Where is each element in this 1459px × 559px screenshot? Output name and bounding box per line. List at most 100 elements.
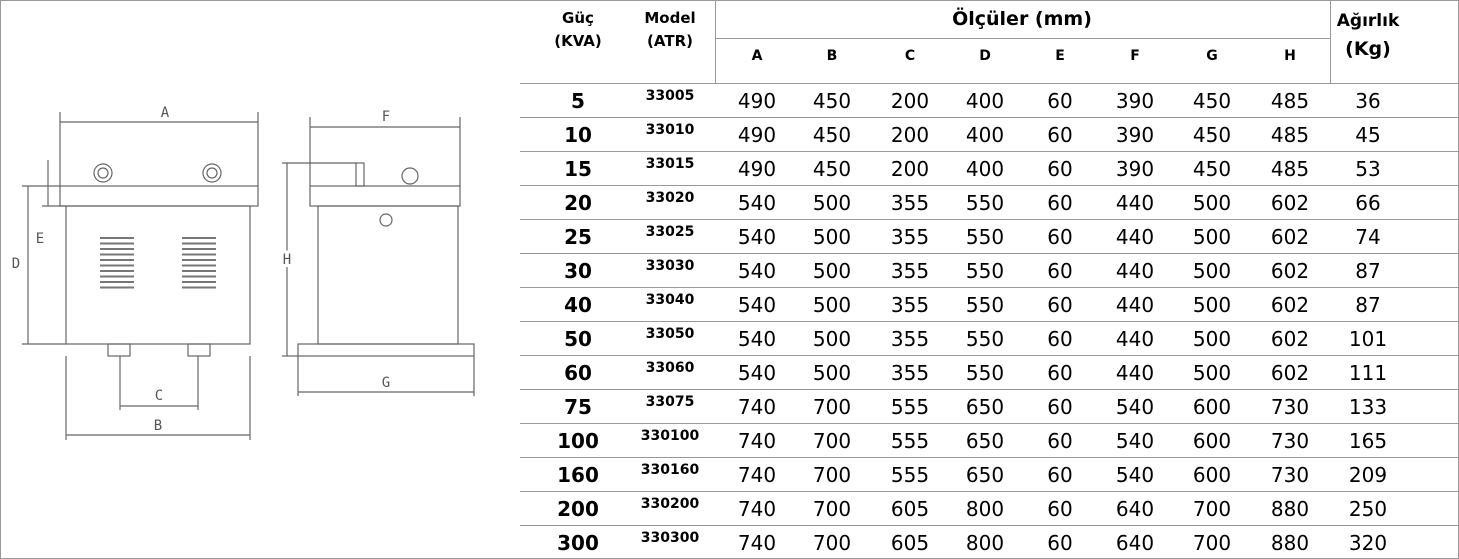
model-cell: 33040 — [645, 292, 695, 308]
model-cell: 33050 — [645, 326, 695, 342]
sub-header: E — [1055, 48, 1065, 64]
model-cell: 330300 — [640, 530, 700, 546]
value-cell: 500 — [812, 259, 852, 283]
value-cell: 500 — [1192, 327, 1232, 351]
value-cell: 602 — [1270, 361, 1310, 385]
value-cell: 450 — [812, 123, 852, 147]
sub-header: A — [751, 48, 763, 64]
value-cell: 700 — [812, 395, 852, 419]
value-cell: 555 — [890, 463, 930, 487]
value-cell: 400 — [965, 123, 1005, 147]
value-cell: 640 — [1115, 497, 1155, 521]
value-cell: 700 — [812, 497, 852, 521]
header: Ağırlık — [1336, 11, 1400, 31]
value-cell: 500 — [1192, 191, 1232, 215]
value-cell: 87 — [1355, 259, 1381, 283]
model-cell: 33020 — [645, 190, 695, 206]
value-cell: 45 — [1355, 123, 1381, 147]
value-cell: 485 — [1270, 123, 1310, 147]
value-cell: 165 — [1348, 429, 1388, 453]
rule — [520, 253, 1459, 254]
sub-header: D — [979, 48, 991, 64]
model-cell: 33060 — [645, 360, 695, 376]
value-cell: 440 — [1115, 225, 1155, 249]
value-cell: 602 — [1270, 293, 1310, 317]
value-cell: 500 — [812, 293, 852, 317]
value-cell: 87 — [1355, 293, 1381, 317]
value-cell: 550 — [965, 225, 1005, 249]
header: (ATR) — [647, 32, 693, 50]
value-cell: 555 — [890, 395, 930, 419]
model-cell: 330200 — [640, 496, 700, 512]
rule — [715, 38, 1330, 39]
power-cell: 75 — [564, 395, 592, 419]
value-cell: 355 — [890, 327, 930, 351]
value-cell: 60 — [1047, 497, 1073, 521]
value-cell: 390 — [1115, 157, 1155, 181]
value-cell: 440 — [1115, 293, 1155, 317]
value-cell: 550 — [965, 361, 1005, 385]
power-cell: 10 — [564, 123, 592, 147]
value-cell: 36 — [1355, 89, 1381, 113]
value-cell: 600 — [1192, 395, 1232, 419]
value-cell: 800 — [965, 531, 1005, 555]
value-cell: 540 — [737, 327, 777, 351]
side-view — [282, 117, 475, 396]
value-cell: 550 — [965, 259, 1005, 283]
dim-label: G — [382, 375, 390, 391]
model-cell: 33025 — [645, 224, 695, 240]
value-cell: 500 — [812, 327, 852, 351]
value-cell: 605 — [890, 497, 930, 521]
value-cell: 602 — [1270, 327, 1310, 351]
value-cell: 200 — [890, 89, 930, 113]
dim-label: C — [155, 388, 163, 404]
dim-label: A — [161, 105, 170, 121]
rule — [520, 457, 1459, 458]
value-cell: 355 — [890, 225, 930, 249]
value-cell: 500 — [812, 361, 852, 385]
value-cell: 390 — [1115, 123, 1155, 147]
value-cell: 740 — [737, 531, 777, 555]
value-cell: 602 — [1270, 191, 1310, 215]
value-cell: 450 — [1192, 157, 1232, 181]
power-cell: 30 — [564, 259, 592, 283]
rule — [520, 151, 1459, 152]
rule — [520, 287, 1459, 288]
model-cell: 33030 — [645, 258, 695, 274]
power-cell: 60 — [564, 361, 592, 385]
value-cell: 66 — [1355, 191, 1381, 215]
value-cell: 60 — [1047, 463, 1073, 487]
rule — [520, 219, 1459, 220]
value-cell: 540 — [1115, 429, 1155, 453]
value-cell: 500 — [812, 191, 852, 215]
value-cell: 200 — [890, 157, 930, 181]
value-cell: 133 — [1348, 395, 1388, 419]
value-cell: 540 — [737, 225, 777, 249]
value-cell: 320 — [1348, 531, 1388, 555]
value-cell: 740 — [737, 463, 777, 487]
value-cell: 650 — [965, 429, 1005, 453]
value-cell: 550 — [965, 327, 1005, 351]
value-cell: 485 — [1270, 157, 1310, 181]
value-cell: 400 — [965, 89, 1005, 113]
value-cell: 605 — [890, 531, 930, 555]
front-view — [22, 112, 259, 440]
value-cell: 602 — [1270, 259, 1310, 283]
value-cell: 550 — [965, 293, 1005, 317]
value-cell: 450 — [1192, 123, 1232, 147]
header: (KVA) — [554, 32, 602, 50]
model-cell: 33075 — [645, 394, 695, 410]
power-cell: 50 — [564, 327, 592, 351]
value-cell: 53 — [1355, 157, 1381, 181]
rule — [520, 185, 1459, 186]
power-cell: 160 — [557, 463, 599, 487]
rule — [520, 355, 1459, 356]
value-cell: 500 — [1192, 259, 1232, 283]
value-cell: 540 — [737, 259, 777, 283]
sub-header: C — [904, 48, 916, 64]
model-cell: 33015 — [645, 156, 695, 172]
power-cell: 25 — [564, 225, 592, 249]
rule — [520, 423, 1459, 424]
